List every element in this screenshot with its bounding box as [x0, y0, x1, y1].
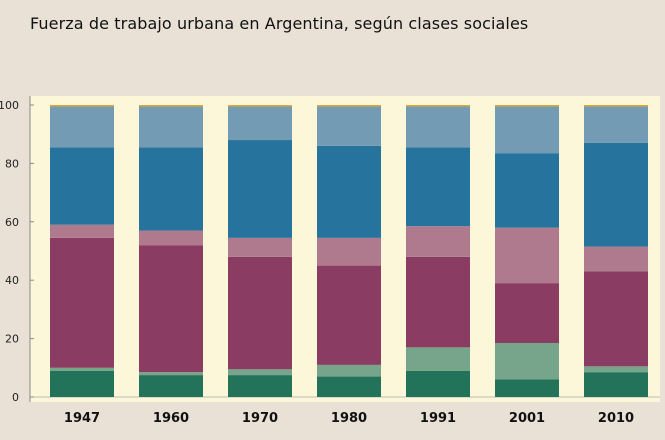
bar-segment-2001-4	[495, 227, 559, 284]
bar-segment-1947-4	[50, 224, 114, 238]
bar-segment-1960-1	[139, 375, 203, 397]
bar-segment-2010-5	[584, 142, 648, 247]
bar-segment-1991-1	[406, 370, 470, 397]
bar-segment-1970-2	[228, 369, 292, 376]
bar-segment-1970-6	[228, 106, 292, 141]
bar-segment-2001-3	[495, 283, 559, 343]
bar-segment-1980-5	[317, 145, 381, 238]
bar-segment-1980-1	[317, 376, 381, 397]
bar-segment-2010-1	[584, 372, 648, 397]
bar-segment-1960-5	[139, 147, 203, 231]
bar-segment-2010-3	[584, 271, 648, 367]
y-tick-label: 0	[12, 391, 19, 404]
bars-group	[50, 105, 648, 397]
bar-segment-1991-5	[406, 147, 470, 227]
y-tick-label: 20	[5, 333, 19, 346]
bar-segment-1960-6	[139, 106, 203, 148]
bar-segment-2001-2	[495, 342, 559, 380]
bar-segment-1970-1	[228, 375, 292, 397]
bar-segment-2001-1	[495, 379, 559, 397]
bar-segment-1960-4	[139, 230, 203, 246]
chart-title: Fuerza de trabajo urbana en Argentina, s…	[30, 14, 529, 33]
bar-segment-1980-2	[317, 364, 381, 377]
bar-segment-1947-7	[50, 105, 114, 107]
bar-segment-2001-6	[495, 106, 559, 154]
x-tick-label-2001: 2001	[509, 411, 545, 426]
bar-segment-1991-7	[406, 105, 470, 107]
bar-segment-1947-1	[50, 370, 114, 397]
bar-segment-1947-2	[50, 367, 114, 371]
bar-segment-1947-6	[50, 106, 114, 148]
bar-segment-1960-7	[139, 105, 203, 107]
bar-segment-2001-5	[495, 153, 559, 228]
bar-segment-1970-5	[228, 140, 292, 238]
bar-segment-1980-3	[317, 265, 381, 365]
bar-segment-1970-3	[228, 256, 292, 370]
x-tick-label-1960: 1960	[153, 411, 189, 426]
bar-segment-1960-2	[139, 372, 203, 376]
x-tick-label-1991: 1991	[420, 411, 456, 426]
bar-segment-1991-2	[406, 347, 470, 371]
bar-segment-1980-4	[317, 237, 381, 266]
x-tick-label-1970: 1970	[242, 411, 278, 426]
bar-segment-2010-7	[584, 105, 648, 107]
bar-segment-1960-3	[139, 245, 203, 373]
bar-segment-1970-4	[228, 237, 292, 257]
bar-segment-1947-3	[50, 237, 114, 368]
bar-segment-2010-2	[584, 366, 648, 373]
bar-segment-1980-7	[317, 105, 381, 107]
bar-segment-1980-6	[317, 106, 381, 146]
bar-segment-2001-7	[495, 105, 559, 107]
x-tick-label-1947: 1947	[64, 411, 100, 426]
bar-segment-1970-7	[228, 105, 292, 107]
y-tick-label: 40	[5, 274, 19, 287]
bar-segment-1947-5	[50, 147, 114, 225]
x-tick-label-1980: 1980	[331, 411, 367, 426]
bar-segment-1991-3	[406, 256, 470, 348]
y-tick-label: 80	[5, 157, 19, 170]
bar-segment-2010-4	[584, 246, 648, 272]
bar-segment-1991-4	[406, 226, 470, 257]
y-tick-label: 60	[5, 216, 19, 229]
y-axis-ticks: 0 20 40 60 80 100	[0, 99, 34, 404]
bar-segment-2010-6	[584, 106, 648, 143]
x-axis-labels: 1947 1960 1970 1980 1991 2001 2010	[64, 411, 634, 426]
bar-segment-1991-6	[406, 106, 470, 148]
x-tick-label-2010: 2010	[598, 411, 634, 426]
y-tick-label: 100	[0, 99, 19, 112]
